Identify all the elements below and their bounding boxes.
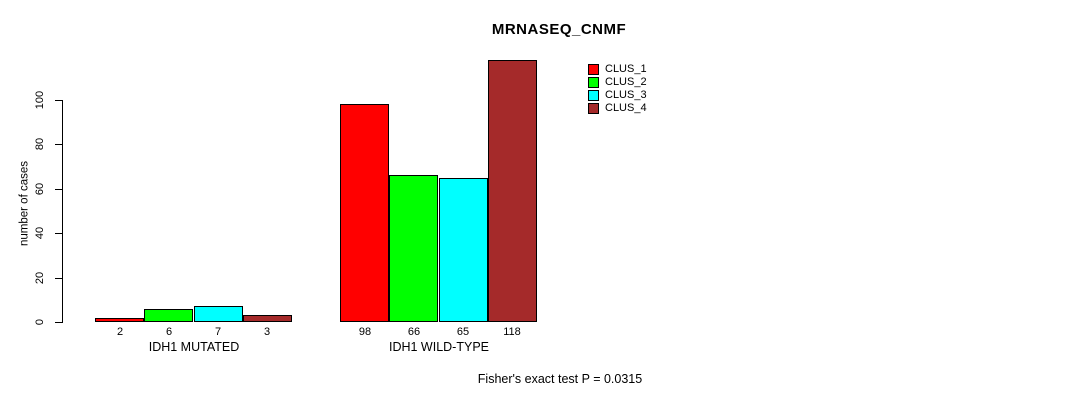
legend-item-clus_1: CLUS_1 [588, 63, 647, 76]
y-tick-mark [55, 188, 62, 190]
legend: CLUS_1 CLUS_2 CLUS_3 CLUS_4 [588, 63, 647, 115]
legend-swatch-icon [588, 90, 599, 101]
bar-clus_1-mutated [95, 318, 144, 322]
bar-value-label: 98 [358, 326, 372, 338]
chart-title: MRNASEQ_CNMF [491, 21, 627, 38]
legend-label: CLUS_3 [605, 89, 647, 101]
bar-clus_1-wild-type [340, 104, 389, 322]
legend-label: CLUS_1 [605, 63, 647, 75]
y-tick-mark [55, 277, 62, 279]
y-axis-title: number of cases [18, 161, 31, 247]
legend-item-clus_2: CLUS_2 [588, 76, 647, 89]
y-tick-label: 20 [34, 271, 46, 284]
legend-label: CLUS_4 [605, 102, 647, 114]
bar-clus_3-mutated [194, 306, 243, 322]
legend-swatch-icon [588, 103, 599, 114]
bar-value-label: 2 [116, 326, 124, 338]
bar-clus_2-wild-type [389, 175, 438, 322]
bar-value-label: 118 [503, 326, 521, 338]
group-label-idh1-wild-type: IDH1 WILD-TYPE [388, 340, 489, 354]
y-tick-mark [55, 144, 62, 146]
bar-value-label: 3 [263, 326, 271, 338]
y-tick-label: 0 [34, 318, 46, 326]
bar-clus_4-mutated [243, 315, 292, 322]
y-tick-mark [55, 100, 62, 101]
bar-value-label: 66 [407, 326, 421, 338]
footnote-text: Fisher's exact test P = 0.0315 [477, 372, 643, 386]
y-tick-label: 80 [34, 138, 46, 151]
bar-clus_4-wild-type [488, 60, 537, 322]
y-tick-mark [55, 233, 62, 235]
y-tick-label: 100 [34, 90, 46, 110]
bar-value-label: 7 [214, 326, 222, 338]
legend-item-clus_4: CLUS_4 [588, 102, 647, 115]
y-tick-label: 40 [34, 227, 46, 240]
y-axis-line [62, 100, 63, 323]
y-tick-mark [55, 322, 62, 323]
bar-value-label: 6 [165, 326, 173, 338]
bar-clus_3-wild-type [439, 178, 488, 322]
legend-swatch-icon [588, 64, 599, 75]
group-label-idh1-mutated: IDH1 MUTATED [148, 340, 240, 354]
legend-label: CLUS_2 [605, 76, 647, 88]
legend-item-clus_3: CLUS_3 [588, 89, 647, 102]
bar-value-label: 65 [456, 326, 470, 338]
bar-clus_2-mutated [144, 309, 193, 322]
legend-swatch-icon [588, 77, 599, 88]
y-tick-label: 60 [34, 182, 46, 195]
